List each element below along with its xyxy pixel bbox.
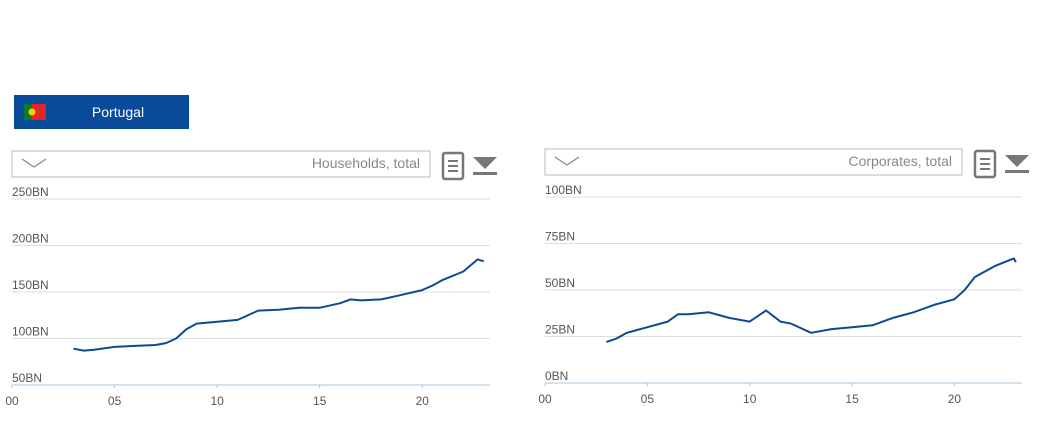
download-icon[interactable] xyxy=(1005,155,1029,173)
x-tick-label: 05 xyxy=(641,392,655,406)
y-tick-label: 50BN xyxy=(12,371,42,385)
flag-emblem xyxy=(28,108,36,116)
doc-icon[interactable] xyxy=(973,149,997,179)
y-tick-label: 25BN xyxy=(545,323,575,337)
y-tick-label: 100BN xyxy=(545,183,582,197)
dropdown-chevron xyxy=(21,158,47,168)
doc-icon[interactable] xyxy=(441,151,465,181)
line-series xyxy=(606,257,1017,344)
y-tick-label: 100BN xyxy=(12,325,49,339)
x-tick-label: 15 xyxy=(845,392,859,406)
dropdown[interactable] xyxy=(544,148,963,176)
country-button[interactable]: Portugal xyxy=(14,95,189,129)
dropdown-label[interactable]: Households, total xyxy=(312,155,420,171)
country-label[interactable]: Portugal xyxy=(92,104,144,120)
x-tick-label: 00 xyxy=(5,394,19,408)
download-icon[interactable] xyxy=(473,157,497,175)
flag-red xyxy=(32,104,46,120)
x-tick-label: 00 xyxy=(538,392,552,406)
x-tick-label: 20 xyxy=(416,394,430,408)
x-tick-label: 05 xyxy=(108,394,122,408)
x-tick-label: 15 xyxy=(313,394,327,408)
y-tick-label: 150BN xyxy=(12,278,49,292)
line-series xyxy=(73,258,485,352)
x-tick-label: 20 xyxy=(948,392,962,406)
dropdown-chevron xyxy=(554,156,580,166)
y-tick-label: 250BN xyxy=(12,185,49,199)
y-tick-label: 200BN xyxy=(12,232,49,246)
y-tick-label: 75BN xyxy=(545,230,575,244)
x-tick-label: 10 xyxy=(210,394,224,408)
dropdown[interactable] xyxy=(11,150,431,178)
y-tick-label: 50BN xyxy=(545,276,575,290)
dropdown-label[interactable]: Corporates, total xyxy=(849,153,953,169)
flag-green xyxy=(24,104,32,120)
y-tick-label: 0BN xyxy=(545,369,568,383)
x-tick-label: 10 xyxy=(743,392,757,406)
